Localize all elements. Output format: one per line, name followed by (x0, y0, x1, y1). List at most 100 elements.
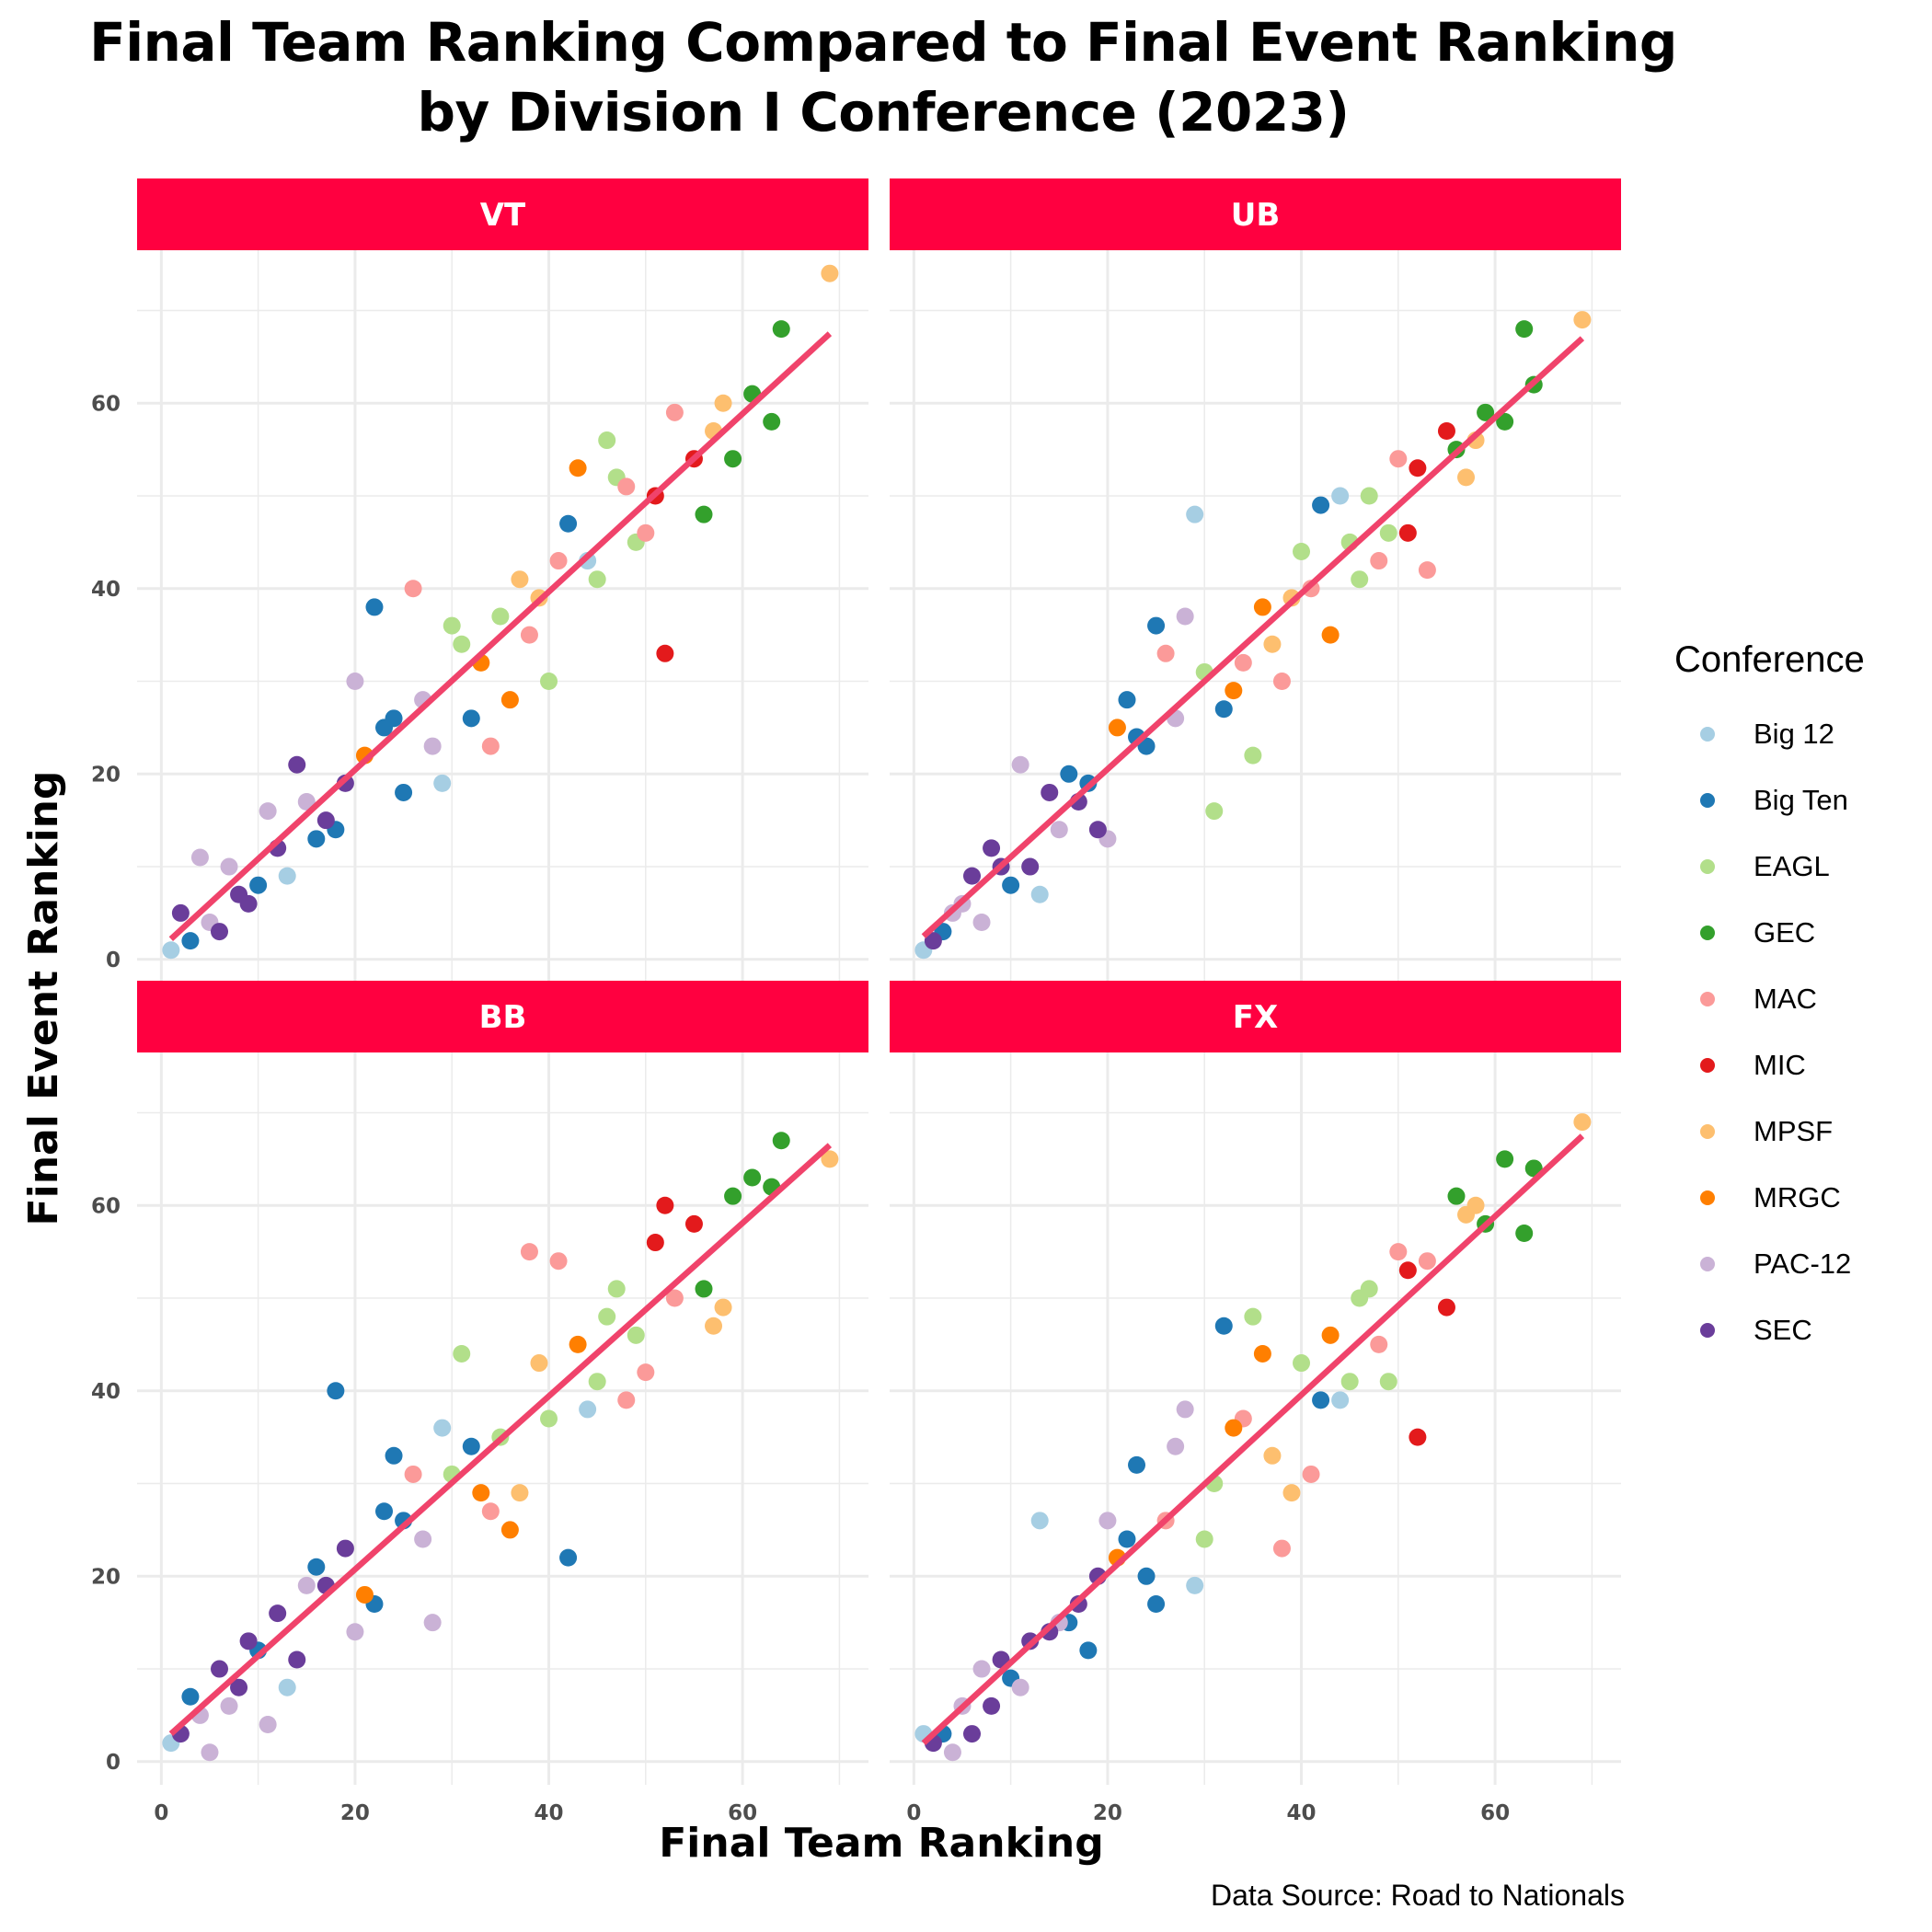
point-pac-12 (259, 802, 277, 821)
trend-line-ub (921, 336, 1585, 939)
point-gec (724, 450, 742, 468)
point-gec (695, 1280, 713, 1298)
point-gec (1477, 403, 1495, 421)
panel-ub: UB (890, 178, 1621, 983)
y-tick-label: 40 (91, 1380, 121, 1404)
point-mac (481, 737, 500, 755)
point-mpsf (714, 394, 732, 412)
point-mrgc (500, 691, 519, 709)
point-mac (637, 523, 655, 542)
strip-bb (137, 981, 868, 1052)
point-gec (1515, 320, 1534, 339)
point-big-12 (162, 941, 180, 960)
legend-swatch-big-ten (1700, 793, 1715, 808)
legend-swatch-mic (1700, 1058, 1715, 1073)
point-big-12 (278, 867, 296, 885)
point-sec (316, 811, 335, 830)
point-mpsf (1573, 311, 1592, 329)
point-mrgc (500, 1521, 519, 1539)
point-mpsf (821, 264, 839, 282)
point-mrgc (1253, 598, 1271, 616)
point-eagl (491, 607, 510, 626)
point-sec (983, 1696, 1001, 1715)
point-mic (1437, 421, 1455, 440)
legend-swatch-pac-12 (1700, 1257, 1715, 1271)
point-sec (963, 867, 982, 885)
point-pac-12 (1167, 1437, 1185, 1455)
legend-label-sec: SEC (1754, 1314, 1812, 1346)
point-mrgc (1108, 719, 1126, 737)
point-mac (549, 552, 568, 570)
point-big-ten (385, 1446, 403, 1465)
legend-swatch-mpsf (1700, 1124, 1715, 1139)
point-pac-12 (201, 1743, 219, 1762)
point-mrgc (569, 1335, 587, 1353)
x-tick-label: 60 (1480, 1801, 1510, 1825)
point-eagl (1293, 1354, 1311, 1373)
point-pac-12 (1098, 1512, 1117, 1530)
x-tick-label: 20 (1093, 1801, 1122, 1825)
point-mic (1398, 1261, 1417, 1280)
point-mpsf (1466, 1196, 1485, 1214)
point-eagl (453, 1344, 471, 1363)
point-big-ten (385, 709, 403, 728)
point-pac-12 (1011, 755, 1029, 774)
point-mac (617, 1391, 636, 1409)
point-sec (230, 1678, 248, 1696)
point-big-ten (1147, 616, 1166, 635)
legend-label-big-ten: Big Ten (1754, 784, 1848, 816)
strip-ub (890, 178, 1621, 250)
legend-item-eagl: EAGL (1674, 834, 1865, 900)
point-pac-12 (190, 848, 209, 867)
x-tick-label: 60 (728, 1801, 757, 1825)
point-pac-12 (346, 673, 364, 691)
y-tick-label: 60 (91, 1194, 121, 1218)
legend-swatch-mac (1700, 992, 1715, 1006)
point-pac-12 (346, 1623, 364, 1641)
chart-title-line-2: by Division I Conference (2023) (417, 81, 1350, 144)
point-mpsf (1282, 1484, 1301, 1502)
point-big-12 (579, 1400, 597, 1419)
panel-bb: BB 0 20 40 60 0 20 40 60 (91, 981, 868, 1825)
point-mpsf (1263, 1446, 1282, 1465)
legend: Conference Big 12 Big Ten EAGL GEC MAC MIC MPS… (1674, 639, 1865, 1363)
point-mrgc (1225, 682, 1243, 700)
point-pac-12 (423, 737, 442, 755)
point-mic (1437, 1298, 1455, 1317)
point-big-ten (365, 598, 384, 616)
point-eagl (1351, 570, 1369, 589)
point-sec (1021, 857, 1040, 876)
y-tick-label: 20 (91, 1565, 121, 1589)
legend-label-mpsf: MPSF (1754, 1115, 1834, 1147)
legend-item-mac: MAC (1674, 966, 1865, 1032)
point-big-12 (1331, 1391, 1350, 1409)
point-sec (1088, 821, 1107, 839)
point-big-ten (1137, 1567, 1156, 1585)
point-mac (404, 580, 422, 598)
point-pac-12 (220, 1696, 238, 1715)
point-mac (404, 1465, 422, 1483)
point-big-12 (1186, 1576, 1204, 1594)
strip-label-vt: VT (480, 197, 526, 234)
point-eagl (588, 1373, 606, 1391)
point-mac (1389, 450, 1408, 468)
point-eagl (540, 673, 558, 691)
point-gec (724, 1187, 742, 1205)
point-mpsf (705, 1317, 723, 1335)
point-big-ten (462, 1437, 480, 1455)
point-eagl (1244, 746, 1262, 765)
point-mac (665, 1289, 684, 1307)
chart-title-line-1: Final Team Ranking Compared to Final Eve… (89, 11, 1677, 74)
point-eagl (1379, 523, 1397, 542)
point-pac-12 (297, 793, 316, 811)
point-big-ten (327, 1382, 345, 1400)
y-tick-label: 40 (91, 578, 121, 602)
legend-swatch-big-12 (1700, 727, 1715, 742)
panels-layer: VT 0 20 40 60 UB BB 0 20 40 60 0 20 40 60 FX 0 20 40 60 (91, 178, 1621, 1825)
point-big-ten (462, 709, 480, 728)
point-mac (1370, 552, 1388, 570)
point-sec (211, 923, 229, 941)
point-eagl (1360, 1280, 1378, 1298)
point-big-ten (1118, 691, 1136, 709)
